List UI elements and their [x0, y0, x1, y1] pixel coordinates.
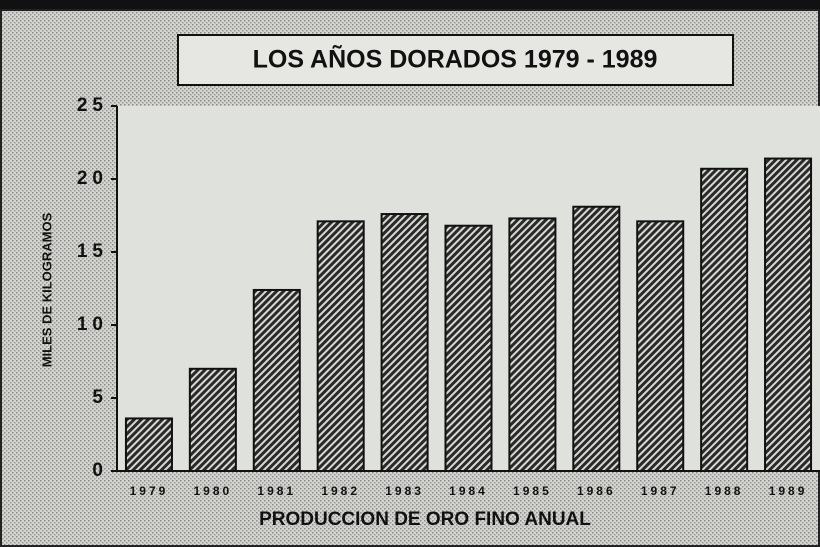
bar [572, 205, 621, 473]
bar [444, 224, 493, 472]
x-tick-label: 1979 [130, 484, 169, 498]
x-tick-label: 1981 [257, 484, 296, 498]
x-tick-label: 1989 [769, 484, 808, 498]
bar [252, 288, 301, 472]
y-tick-label: 5 [92, 387, 108, 408]
x-tick-label: 1982 [321, 484, 360, 498]
title-box [177, 34, 734, 86]
x-tick-label: 1987 [641, 484, 680, 498]
x-tick-label: 1983 [385, 484, 424, 498]
y-tick-label: 10 [77, 314, 108, 335]
bar [764, 157, 813, 472]
y-tick-label: 25 [77, 95, 108, 116]
y-tick-label: 20 [77, 168, 108, 189]
x-tick-label: 1986 [577, 484, 616, 498]
bar [188, 367, 237, 472]
bar [316, 220, 365, 472]
chart-title: LOS AÑOS DORADOS 1979 - 1989 [253, 44, 658, 74]
y-axis-label: MILES DE KILOGRAMOS [39, 212, 54, 367]
x-tick-label: 1985 [513, 484, 552, 498]
bar [636, 220, 685, 472]
bar [124, 417, 173, 473]
y-tick-label: 15 [77, 241, 108, 262]
x-axis-label: PRODUCCION DE ORO FINO ANUAL [259, 509, 591, 530]
y-tick-label: 0 [92, 460, 108, 481]
x-tick-label: 1980 [194, 484, 233, 498]
bar [380, 213, 429, 472]
bar [700, 167, 749, 472]
x-tick-label: 1984 [449, 484, 488, 498]
x-tick-label: 1988 [705, 484, 744, 498]
bar [508, 217, 557, 472]
top-band [0, 0, 820, 10]
